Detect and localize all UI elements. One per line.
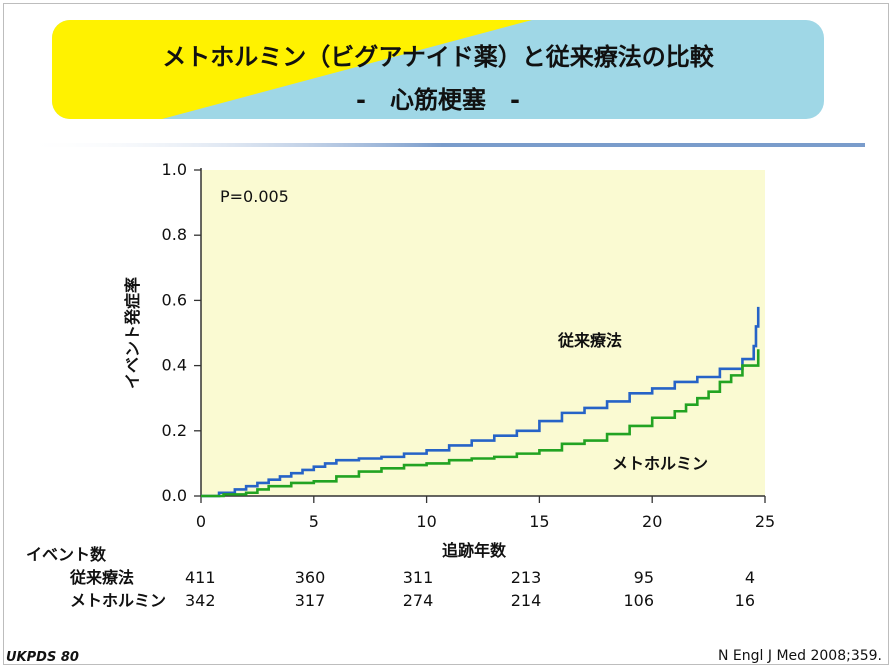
- x-tick-label: 25: [755, 512, 775, 531]
- events-cell: 342: [185, 591, 216, 610]
- x-tick-label: 5: [309, 512, 319, 531]
- slide-frame: [3, 3, 889, 665]
- events-cell: 317: [295, 591, 326, 610]
- y-axis-label: イベント発症率: [123, 277, 142, 389]
- source-citation: N Engl J Med 2008;359.: [718, 648, 882, 664]
- x-tick-label: 10: [416, 512, 436, 531]
- x-tick-label: 15: [529, 512, 549, 531]
- x-tick-label: 20: [642, 512, 662, 531]
- curve-label-metformin: メトホルミン: [612, 454, 708, 473]
- slide-subtitle: - 心筋梗塞 -: [356, 86, 520, 114]
- plot-area: [201, 170, 765, 496]
- events-cell: 411: [185, 568, 216, 587]
- events-cell: 16: [735, 591, 755, 610]
- events-cell: 213: [511, 568, 542, 587]
- events-row-label: メトホルミン: [70, 591, 166, 610]
- x-axis-label: 追跡年数: [442, 541, 507, 560]
- events-cell: 95: [634, 568, 654, 587]
- events-cell: 360: [295, 568, 326, 587]
- events-row-label: 従来療法: [69, 568, 134, 587]
- p-value-annotation: P=0.005: [220, 187, 289, 206]
- events-cell: 274: [403, 591, 434, 610]
- slide-title: メトホルミン（ビグアナイド薬）と従来療法の比較: [162, 43, 714, 71]
- y-tick-label: 0.4: [162, 356, 187, 375]
- curve-label-conventional: 従来療法: [557, 331, 622, 350]
- x-tick-label: 0: [196, 512, 206, 531]
- study-logo: UKPDS 80: [6, 650, 79, 665]
- y-tick-label: 0.0: [162, 486, 187, 505]
- series-line-metformin: [201, 349, 760, 498]
- series-line-conventional: [201, 306, 760, 498]
- title-divider: [20, 143, 865, 147]
- y-tick-label: 1.0: [162, 160, 187, 179]
- events-cell: 4: [745, 568, 755, 587]
- events-cell: 214: [511, 591, 542, 610]
- events-cell: 106: [623, 591, 654, 610]
- title-background: [52, 20, 824, 119]
- y-tick-label: 0.2: [162, 421, 187, 440]
- events-cell: 311: [403, 568, 434, 587]
- y-tick-label: 0.8: [162, 225, 187, 244]
- y-tick-label: 0.6: [162, 290, 187, 309]
- events-table-header: イベント数: [26, 545, 107, 564]
- title-banner: メトホルミン（ビグアナイド薬）と従来療法の比較 - 心筋梗塞 -: [52, 20, 824, 119]
